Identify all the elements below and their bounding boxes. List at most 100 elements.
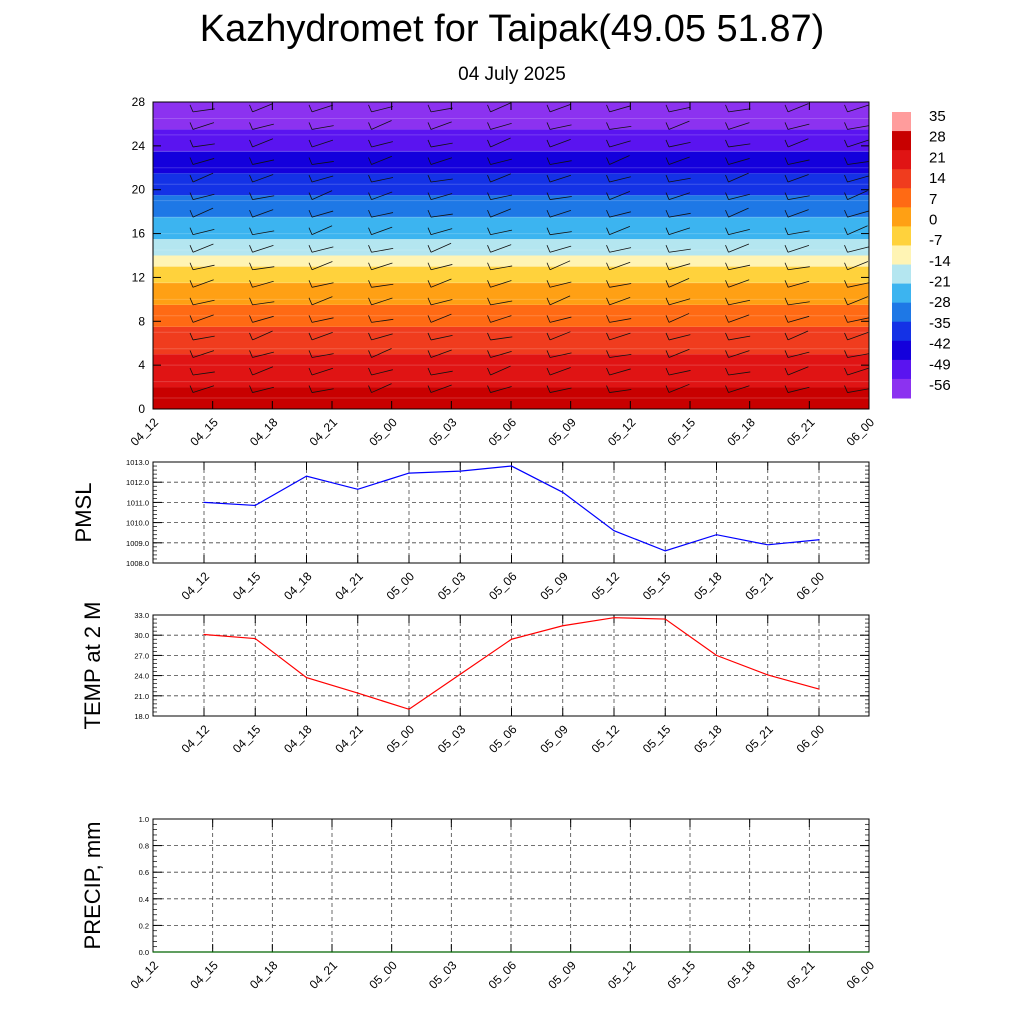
data-point (562, 491, 564, 493)
wind-barb-icon (189, 122, 194, 130)
wind-barb-icon (192, 279, 214, 288)
wind-barb-icon (844, 139, 848, 148)
wind-barb-icon (546, 174, 551, 183)
wind-barb-icon (371, 212, 394, 218)
wind-barb-icon (249, 139, 253, 148)
wind-barb-icon (728, 385, 750, 393)
data-point (562, 625, 564, 627)
y-axis-label: TEMP at 2 M (80, 602, 105, 730)
heatmap-band (153, 239, 869, 256)
wind-barb-icon (725, 139, 729, 148)
wind-barb-icon (487, 315, 491, 323)
wind-barb-icon (787, 266, 810, 271)
wind-barb-icon (430, 370, 453, 376)
x-tick-label: 05_12 (605, 415, 639, 449)
wind-barb-icon (430, 193, 453, 200)
wind-barb-icon (668, 177, 691, 183)
wind-barb-icon (249, 262, 253, 270)
wind-barb-icon (668, 106, 691, 113)
wind-barb-icon (606, 350, 610, 358)
y-tick-label: 20 (132, 183, 146, 197)
wind-barb-icon (189, 139, 194, 148)
wind-barb-icon (549, 387, 572, 393)
wind-barb-icon (668, 248, 691, 253)
wind-barb-icon (368, 157, 372, 165)
wind-barb-icon (606, 385, 610, 393)
wind-barb-icon (784, 139, 789, 148)
chart-title: Kazhydromet for Taipak(49.05 51.87) (199, 8, 825, 50)
wind-barb-icon (487, 192, 491, 200)
wind-barb-icon (427, 104, 432, 113)
wind-barb-icon (665, 367, 670, 376)
wind-barb-icon (189, 227, 194, 235)
wind-barb-icon (487, 245, 491, 253)
y-tick-label: 0.2 (139, 921, 149, 930)
colorbar-swatch (892, 283, 911, 304)
wind-barb-icon (371, 262, 393, 271)
wind-barb-icon (847, 246, 869, 253)
wind-barb-icon (844, 332, 848, 341)
wind-barb-icon (252, 245, 274, 253)
wind-barb-icon (308, 227, 313, 235)
wind-barb-icon (368, 332, 372, 341)
data-point (271, 951, 273, 953)
wind-barb-icon (665, 227, 670, 235)
wind-barb-icon (487, 139, 491, 148)
wind-barb-icon (252, 103, 274, 113)
wind-barb-icon (311, 317, 334, 323)
wind-barb-icon (430, 213, 453, 218)
wind-barb-icon (368, 227, 372, 235)
x-tick-label: 04_15 (230, 569, 264, 603)
wind-barb-icon (787, 330, 809, 341)
wind-barb-icon (606, 245, 610, 253)
colorbar-swatch (892, 226, 911, 246)
data-point (450, 951, 452, 953)
wind-barb-icon (728, 350, 750, 358)
wind-barb-icon (371, 297, 393, 306)
wind-barb-icon (606, 280, 610, 288)
wind-barb-icon (665, 280, 670, 288)
wind-barb-icon (787, 230, 810, 236)
wind-barb-icon (668, 141, 691, 148)
wind-barb-icon (728, 299, 751, 306)
wind-barb-icon (609, 176, 631, 183)
wind-barb-icon (490, 336, 513, 341)
wind-barb-icon (192, 335, 215, 341)
data-point (357, 488, 359, 490)
x-tick-label: 05_15 (640, 722, 674, 756)
wind-barb-icon (606, 139, 610, 148)
wind-barb-icon (189, 350, 194, 358)
wind-barb-icon (784, 280, 789, 288)
x-tick-label: 05_00 (366, 958, 400, 992)
colorbar-swatch (892, 359, 911, 380)
wind-barb-icon (430, 278, 452, 288)
y-tick-label: 24.0 (134, 672, 149, 681)
wind-barb-icon (430, 121, 452, 130)
wind-barb-icon (368, 280, 372, 288)
colorbar-swatch (892, 264, 911, 285)
wind-barb-icon (847, 175, 869, 183)
wind-barb-icon (787, 138, 809, 148)
wind-barb-icon (546, 157, 551, 165)
wind-barb-icon (784, 297, 789, 305)
data-point (629, 951, 631, 953)
wind-barb-icon (430, 299, 453, 306)
wind-barb-icon (665, 192, 670, 200)
wind-barb-icon (252, 266, 275, 271)
data-point (408, 472, 410, 474)
y-tick-label: 30.0 (134, 631, 149, 640)
y-tick-label: 1.0 (139, 815, 149, 824)
wind-barb-icon (371, 318, 394, 323)
wind-barb-icon (308, 332, 313, 341)
wind-barb-icon (787, 351, 810, 358)
wind-barb-icon (844, 122, 848, 130)
colorbar-swatch (892, 321, 911, 342)
wind-barb-icon (728, 335, 751, 341)
wind-barb-icon (665, 245, 670, 253)
wind-barb-icon (549, 245, 572, 253)
x-tick-label: 05_00 (384, 569, 418, 603)
data-point (613, 617, 615, 619)
wind-barb-icon (430, 242, 452, 253)
wind-barb-icon (725, 157, 729, 165)
wind-barb-icon (725, 227, 729, 235)
